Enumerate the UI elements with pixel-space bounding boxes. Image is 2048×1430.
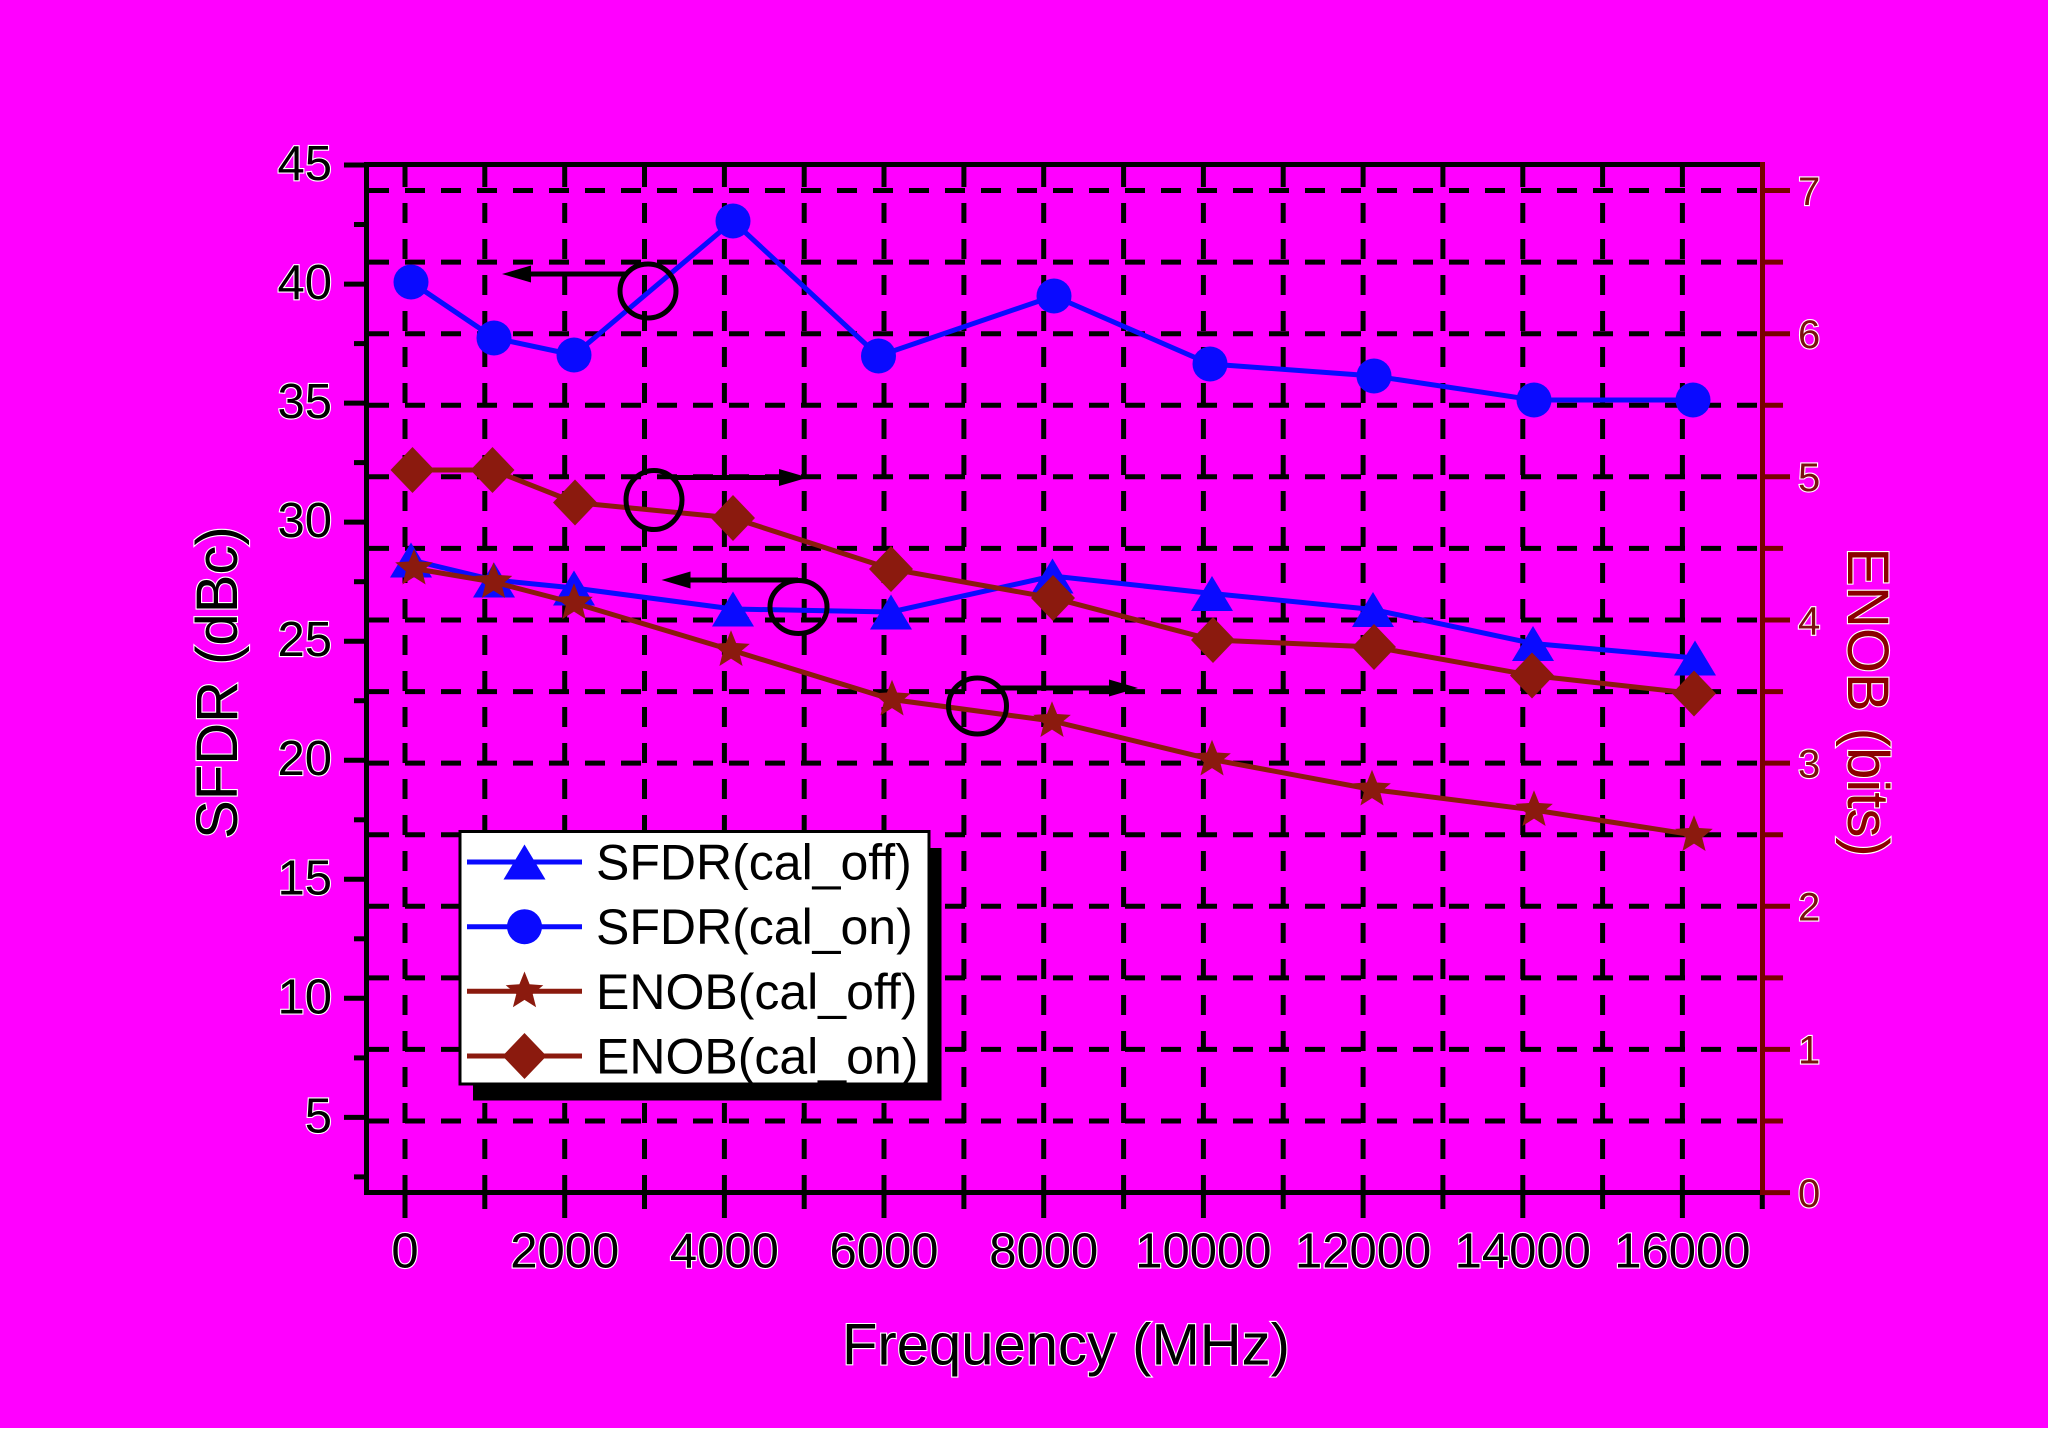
svg-text:7: 7 [1798, 170, 1820, 214]
svg-text:14000: 14000 [1455, 1225, 1591, 1279]
svg-text:SFDR (dBc): SFDR (dBc) [185, 526, 250, 839]
svg-text:0: 0 [1798, 1172, 1820, 1216]
svg-text:Frequency (MHz): Frequency (MHz) [842, 1313, 1290, 1378]
svg-text:45: 45 [277, 137, 332, 191]
svg-text:0: 0 [391, 1225, 418, 1279]
svg-text:30: 30 [277, 494, 332, 548]
svg-text:4: 4 [1798, 599, 1820, 643]
svg-text:SFDR(cal_off): SFDR(cal_off) [596, 835, 912, 891]
svg-text:6000: 6000 [829, 1225, 938, 1279]
svg-text:8000: 8000 [989, 1225, 1098, 1279]
svg-text:15: 15 [277, 851, 332, 905]
svg-text:40: 40 [277, 256, 332, 310]
svg-text:16000: 16000 [1614, 1225, 1750, 1279]
svg-text:ENOB(cal_on): ENOB(cal_on) [596, 1029, 918, 1085]
svg-text:4000: 4000 [670, 1225, 779, 1279]
svg-text:35: 35 [277, 375, 332, 429]
svg-text:2: 2 [1798, 886, 1820, 930]
svg-text:25: 25 [277, 613, 332, 667]
svg-text:1: 1 [1798, 1029, 1820, 1073]
svg-text:3: 3 [1798, 742, 1820, 786]
svg-text:12000: 12000 [1295, 1225, 1431, 1279]
svg-text:6: 6 [1798, 313, 1820, 357]
svg-text:20: 20 [277, 732, 332, 786]
svg-text:10000: 10000 [1135, 1225, 1271, 1279]
svg-text:2000: 2000 [510, 1225, 619, 1279]
svg-text:5: 5 [1798, 456, 1820, 500]
svg-text:10: 10 [277, 970, 332, 1024]
svg-text:5: 5 [305, 1089, 332, 1143]
svg-text:SFDR(cal_on): SFDR(cal_on) [596, 899, 913, 955]
svg-text:ENOB (bits): ENOB (bits) [1835, 547, 1900, 856]
svg-text:ENOB(cal_off): ENOB(cal_off) [596, 964, 917, 1020]
